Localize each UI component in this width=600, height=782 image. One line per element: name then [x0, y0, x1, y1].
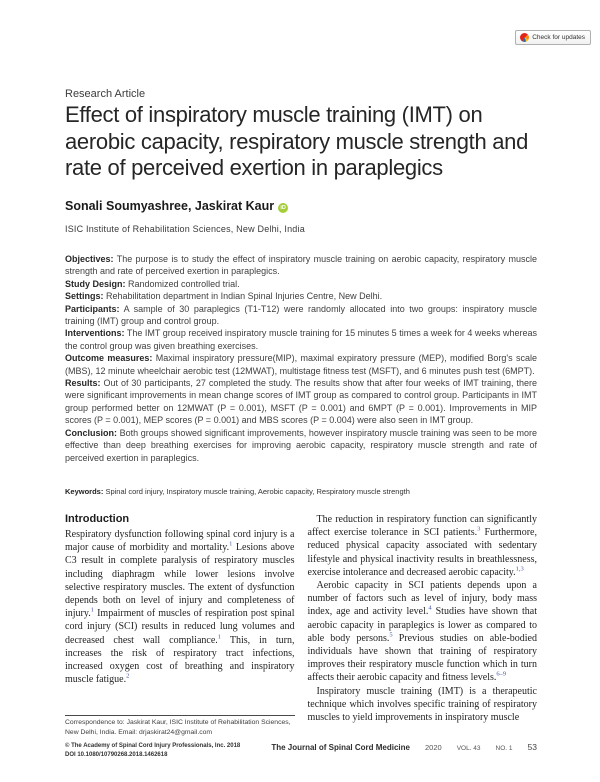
- check-for-updates-badge[interactable]: Check for updates: [515, 30, 591, 45]
- article-type-label: Research Article: [65, 88, 146, 100]
- keywords-line: Keywords: Spinal cord injury, Inspirator…: [65, 487, 537, 496]
- journal-volume: VOL. 43: [456, 745, 481, 752]
- abstract-label: Settings:: [65, 291, 104, 302]
- keywords-text: Spinal cord injury, Inspiratory muscle t…: [105, 487, 410, 496]
- abstract-participants: Participants: A sample of 30 paraplegics…: [65, 303, 537, 327]
- citation-ref: 6–9: [496, 671, 507, 679]
- intro-paragraph-2: The reduction in respiratory function ca…: [307, 514, 538, 578]
- doi-line: DOI 10.1080/10790268.2018.1462618: [65, 751, 168, 758]
- orcid-icon[interactable]: iD: [278, 203, 289, 213]
- author-line: Sonali Soumyashree, Jaskirat Kaur iD: [65, 199, 289, 213]
- author-names: Sonali Soumyashree, Jaskirat Kaur: [65, 199, 275, 213]
- abstract-label: Outcome measures:: [65, 353, 153, 364]
- citation-ref: 1: [229, 540, 233, 548]
- abstract-label: Objectives:: [65, 254, 114, 264]
- journal-name: The Journal of Spinal Cord Medicine: [271, 743, 410, 752]
- abstract-label: Study Design:: [65, 278, 126, 289]
- citation-ref: 2: [126, 672, 130, 680]
- crossmark-icon: [520, 33, 530, 42]
- abstract-outcome-measures: Outcome measures: Maximal inspiratory pr…: [65, 353, 537, 376]
- correspondence-text: Correspondence to: Jaskirat Kaur, ISIC I…: [65, 719, 291, 736]
- affiliation: ISIC Institute of Rehabilitation Science…: [65, 224, 305, 234]
- citation-ref: 5: [389, 631, 393, 639]
- abstract-objectives: Objectives: The purpose is to study the …: [65, 254, 537, 277]
- intro-paragraph-3: Aerobic capacity in SCI patients depends…: [307, 580, 538, 684]
- page-number: 53: [527, 742, 537, 752]
- citation-ref: 4: [428, 605, 432, 613]
- citation-ref: 1: [90, 606, 94, 614]
- section-heading-introduction: Introduction: [65, 513, 130, 525]
- abstract-label: Participants:: [65, 303, 120, 314]
- footnote-divider: [65, 715, 295, 717]
- journal-number: NO. 1: [495, 745, 513, 752]
- check-for-updates-label: Check for updates: [532, 34, 585, 41]
- abstract-results: Results: Out of 30 participants, 27 comp…: [65, 378, 537, 426]
- abstract-settings: Settings: Rehabilitation department in I…: [65, 291, 383, 302]
- body-columns: Introduction Respiratory dysfunction fol…: [65, 513, 537, 737]
- abstract-interventions: Interventions: The IMT group received in…: [65, 328, 537, 351]
- abstract-study-design: Study Design: Randomized controlled tria…: [65, 278, 240, 289]
- citation-ref: 1: [217, 633, 222, 641]
- abstract-label: Interventions:: [65, 328, 125, 339]
- intro-paragraph-1: Respiratory dysfunction following spinal…: [65, 529, 295, 686]
- abstract-conclusion: Conclusion: Both groups showed significa…: [65, 427, 537, 463]
- right-column: The reduction in respiratory function ca…: [308, 513, 538, 737]
- keywords-label: Keywords:: [65, 487, 104, 496]
- citation-ref: 3: [477, 525, 481, 533]
- journal-year: 2020: [425, 743, 442, 752]
- footer-copyright-block: © The Academy of Spinal Cord Injury Prof…: [65, 742, 240, 759]
- abstract-section: Objectives: The purpose is to study the …: [65, 253, 537, 464]
- abstract-label: Results:: [65, 378, 101, 389]
- left-column: Introduction Respiratory dysfunction fol…: [65, 513, 295, 737]
- article-title: Effect of inspiratory muscle training (I…: [65, 102, 529, 180]
- footer-journal-block: The Journal of Spinal Cord Medicine 2020…: [271, 742, 537, 752]
- correspondence-footnote: Correspondence to: Jaskirat Kaur, ISIC I…: [65, 715, 295, 737]
- page-footer: © The Academy of Spinal Cord Injury Prof…: [65, 742, 537, 759]
- abstract-label: Conclusion:: [65, 427, 117, 438]
- copyright-line: © The Academy of Spinal Cord Injury Prof…: [65, 743, 241, 749]
- citation-ref: 1,3: [515, 565, 524, 573]
- intro-paragraph-4: Inspiratory muscle training (IMT) is a t…: [307, 685, 538, 724]
